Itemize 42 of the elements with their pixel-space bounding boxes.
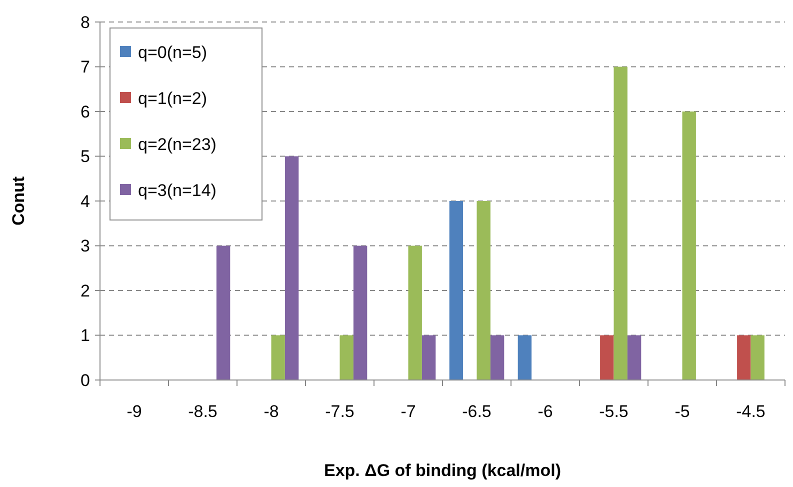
bar: [216, 246, 230, 380]
legend-label: q=3(n=14): [138, 180, 216, 200]
bar: [490, 335, 504, 380]
bar: [750, 335, 764, 380]
y-tick-label: 4: [80, 192, 90, 211]
x-tick-label: -6.5: [462, 402, 492, 421]
x-tick-label: -8.5: [188, 402, 218, 421]
x-tick-label: -7: [400, 402, 416, 421]
x-tick-label: -9: [126, 402, 142, 421]
bar: [422, 335, 436, 380]
bar: [682, 112, 696, 380]
y-tick-label: 2: [80, 281, 90, 300]
bar: [614, 66, 628, 380]
bar: [627, 335, 642, 380]
bar: [408, 246, 422, 380]
x-tick-label: -8: [264, 402, 279, 421]
bar: [449, 201, 464, 380]
bar: [737, 335, 751, 380]
legend-label: q=2(n=23): [138, 134, 216, 154]
y-axis-title: Conut: [9, 176, 28, 226]
x-tick-label: -4.5: [736, 402, 766, 421]
x-tick-label: -6: [538, 402, 553, 421]
legend-label: q=0(n=5): [138, 42, 207, 62]
x-tick-label: -5.5: [599, 402, 628, 421]
bar: [284, 156, 299, 380]
bar: [340, 335, 354, 380]
bar: [271, 335, 285, 380]
y-tick-label: 5: [80, 147, 90, 166]
y-tick-label: 7: [80, 58, 90, 77]
bar: [600, 335, 614, 380]
y-tick-label: 0: [80, 370, 90, 390]
bar: [353, 246, 368, 380]
x-tick-label: -5: [674, 402, 690, 421]
x-axis-title: Exp. ΔG of binding (kcal/mol): [324, 461, 562, 480]
bar: [518, 335, 532, 380]
x-tick-label: -7.5: [325, 402, 354, 421]
y-tick-label: 1: [80, 326, 90, 346]
legend-label: q=1(n=2): [138, 88, 207, 108]
bar: [476, 201, 490, 380]
y-tick-label: 6: [80, 102, 90, 122]
y-tick-label: 8: [80, 12, 90, 32]
y-tick-label: 3: [80, 236, 90, 256]
